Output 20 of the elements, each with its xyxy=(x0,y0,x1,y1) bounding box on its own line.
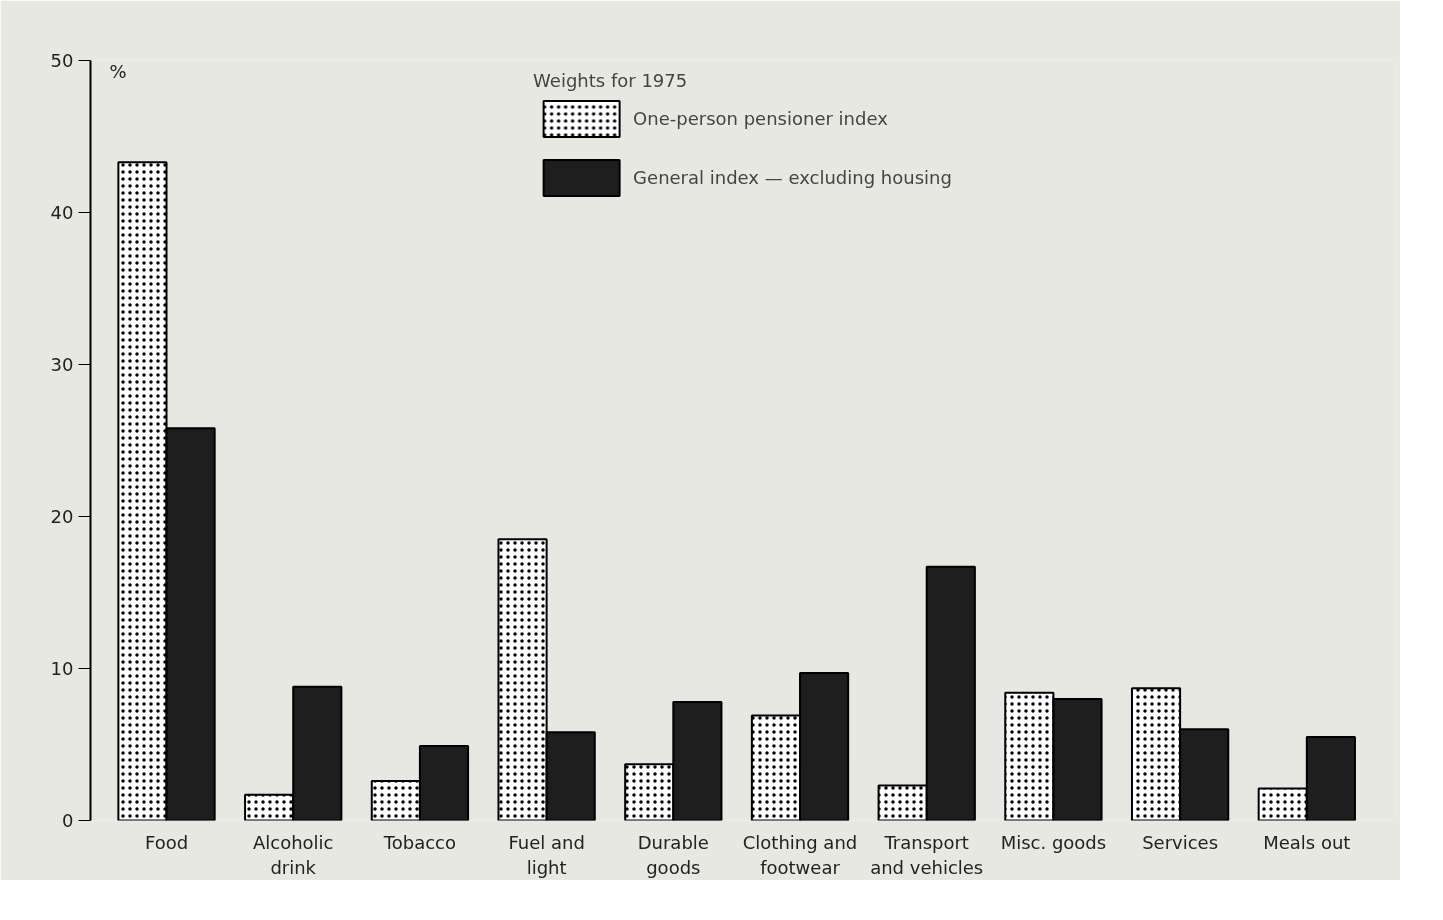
y-tick-label: 0 xyxy=(62,810,74,831)
x-tick-label: Misc. goods xyxy=(1000,831,1107,853)
x-tick-label: Alcoholic drink xyxy=(252,831,334,878)
y-tick-label: 30 xyxy=(50,354,74,375)
x-tick-label: Services xyxy=(1142,831,1219,853)
y-tick-label: 40 xyxy=(50,202,74,223)
x-tick-label: Durable goods xyxy=(637,831,709,878)
x-tick-label: Meals out xyxy=(1263,831,1351,853)
x-tick-label: Transport and vehicles xyxy=(870,831,984,878)
y-tick-label: 20 xyxy=(50,506,74,527)
y-tick-label: 10 xyxy=(50,658,74,679)
x-tick-label: Clothing and footwear xyxy=(742,831,858,878)
legend-label: One-person pensioner index xyxy=(633,108,888,129)
x-tick-label: Tobacco xyxy=(382,831,457,853)
y-axis-title: % xyxy=(109,60,127,82)
legend-title: Weights for 1975 xyxy=(533,70,689,91)
y-tick-label: 50 xyxy=(50,50,74,71)
legend-label: General index — excluding housing xyxy=(633,167,952,188)
x-tick-label: Fuel and light xyxy=(508,831,585,878)
x-tick-label: Food xyxy=(144,831,189,853)
